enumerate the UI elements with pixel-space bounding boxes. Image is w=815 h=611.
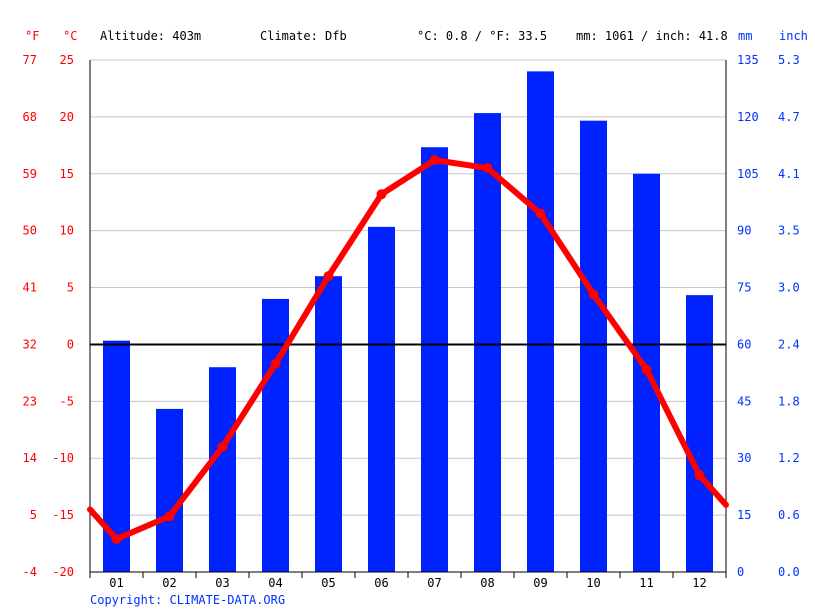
tick-label-inch: 5.3	[778, 53, 800, 67]
tick-label-fahrenheit: -4	[23, 565, 37, 579]
precipitation-bar	[315, 276, 342, 572]
climate-label: Climate: Dfb	[260, 29, 347, 43]
temperature-point	[111, 534, 122, 545]
tick-label-mm: 105	[737, 167, 759, 181]
x-tick-label: 09	[533, 576, 547, 590]
x-tick-label: 01	[109, 576, 123, 590]
temperature-point	[270, 358, 281, 369]
tick-label-mm: 45	[737, 394, 751, 408]
temperature-point	[429, 155, 440, 166]
tick-label-celsius: -15	[52, 508, 74, 522]
tick-label-inch: 1.2	[778, 451, 800, 465]
altitude-label: Altitude: 403m	[100, 29, 201, 43]
precipitation-bar	[368, 226, 395, 572]
temperature-point	[376, 189, 387, 200]
precipitation-bar	[474, 113, 501, 572]
tick-label-fahrenheit: 23	[23, 394, 37, 408]
tick-label-inch: 4.7	[778, 110, 800, 124]
tick-label-fahrenheit: 68	[23, 110, 37, 124]
temperature-point	[323, 271, 334, 282]
precipitation-bar	[580, 120, 607, 572]
tick-label-celsius: 0	[67, 337, 74, 351]
x-tick-label: 03	[215, 576, 229, 590]
tick-label-celsius: -5	[60, 394, 74, 408]
precipitation-bar	[262, 298, 289, 572]
average-temperature-label: °C: 0.8 / °F: 33.5	[417, 29, 547, 43]
tick-label-inch: 1.8	[778, 394, 800, 408]
temperature-point	[482, 163, 493, 174]
temperature-point	[694, 470, 705, 481]
tick-label-mm: 120	[737, 110, 759, 124]
x-tick-label: 04	[268, 576, 282, 590]
temperature-line-path	[87, 157, 729, 543]
temperature-point	[164, 511, 175, 522]
tick-label-inch: 0.0	[778, 565, 800, 579]
unit-inch-label: inch	[779, 29, 808, 43]
temperature-point	[217, 441, 228, 452]
x-tick-label: 05	[321, 576, 335, 590]
unit-fahrenheit-label: °F	[25, 29, 39, 43]
tick-label-inch: 4.1	[778, 167, 800, 181]
tick-label-fahrenheit: 50	[23, 224, 37, 238]
total-precipitation-label: mm: 1061 / inch: 41.8	[576, 29, 728, 43]
x-tick-label: 11	[639, 576, 653, 590]
tick-label-celsius: 25	[60, 53, 74, 67]
tick-label-mm: 90	[737, 224, 751, 238]
tick-labels: 77 25 135 5.368 20 120 4.759 15 105 4.150 10 90 3.54…	[23, 53, 800, 590]
tick-label-mm: 15	[737, 508, 751, 522]
unit-celsius-label: °C	[63, 29, 77, 43]
unit-mm-label: mm	[738, 29, 752, 43]
x-tick-label: 08	[480, 576, 494, 590]
tick-label-inch: 3.0	[778, 281, 800, 295]
axes	[89, 60, 727, 578]
tick-label-mm: 135	[737, 53, 759, 67]
tick-label-celsius: 5	[67, 281, 74, 295]
tick-label-fahrenheit: 77	[23, 53, 37, 67]
tick-label-fahrenheit: 59	[23, 167, 37, 181]
temperature-line	[87, 155, 729, 545]
x-tick-label: 06	[374, 576, 388, 590]
temperature-point	[588, 289, 599, 300]
tick-label-celsius: 20	[60, 110, 74, 124]
tick-label-fahrenheit: 32	[23, 337, 37, 351]
tick-label-celsius: -20	[52, 565, 74, 579]
tick-label-fahrenheit: 5	[30, 508, 37, 522]
precipitation-bar	[421, 147, 448, 573]
x-tick-label: 12	[692, 576, 706, 590]
tick-label-inch: 3.5	[778, 224, 800, 238]
temperature-point	[641, 364, 652, 375]
tick-label-celsius: 10	[60, 224, 74, 238]
x-tick-label: 02	[162, 576, 176, 590]
precipitation-bar	[209, 367, 236, 572]
tick-label-fahrenheit: 41	[23, 281, 37, 295]
precipitation-bar	[527, 71, 554, 572]
tick-label-celsius: 15	[60, 167, 74, 181]
tick-label-celsius: -10	[52, 451, 74, 465]
precipitation-bars	[103, 71, 713, 573]
tick-label-mm: 30	[737, 451, 751, 465]
tick-label-fahrenheit: 14	[23, 451, 37, 465]
x-tick-label: 07	[427, 576, 441, 590]
tick-label-mm: 60	[737, 337, 751, 351]
tick-label-mm: 75	[737, 281, 751, 295]
temperature-point	[535, 208, 546, 219]
precipitation-bar	[686, 295, 713, 572]
tick-label-inch: 2.4	[778, 337, 800, 351]
precipitation-bar	[156, 408, 183, 572]
tick-label-inch: 0.6	[778, 508, 800, 522]
x-tick-label: 10	[586, 576, 600, 590]
tick-label-mm: 0	[737, 565, 744, 579]
copyright-label: Copyright: CLIMATE-DATA.ORG	[90, 593, 285, 607]
